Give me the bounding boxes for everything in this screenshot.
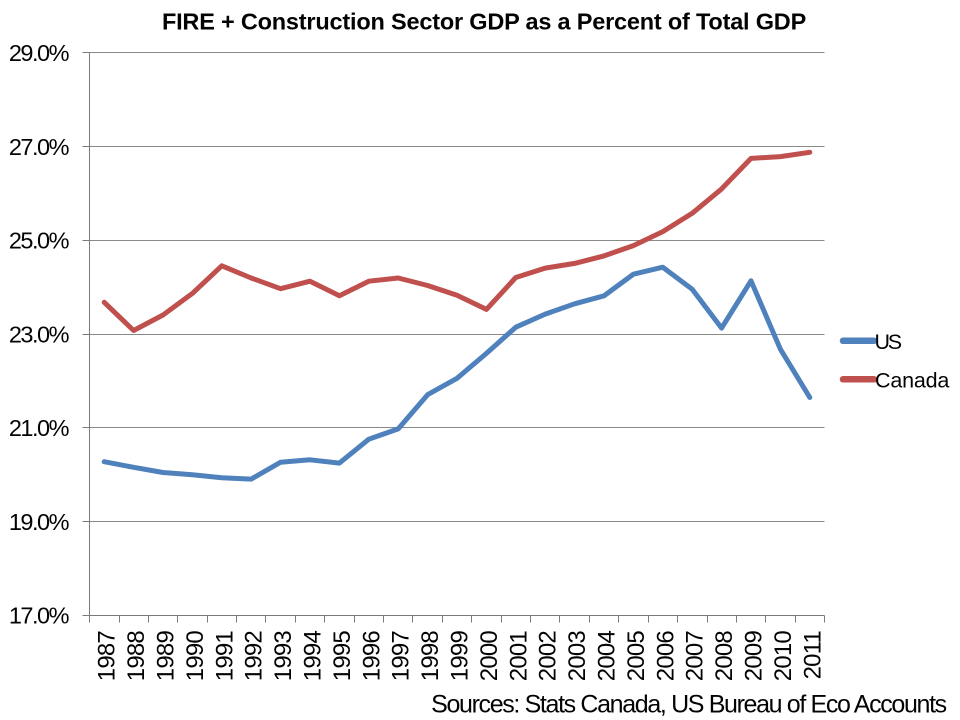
svg-text:1988: 1988 [123,631,150,682]
svg-text:2003: 2003 [564,631,591,682]
svg-text:Sources: Stats Canada, US Bure: Sources: Stats Canada, US Bureau of Eco … [431,691,947,719]
svg-text:17.0%: 17.0% [9,603,70,629]
svg-text:1992: 1992 [241,631,268,682]
svg-text:1999: 1999 [447,631,474,682]
svg-text:2001: 2001 [505,631,532,682]
svg-text:1997: 1997 [388,631,415,682]
svg-text:2007: 2007 [682,631,709,682]
svg-text:2002: 2002 [535,631,562,682]
svg-text:29.0%: 29.0% [9,40,70,66]
svg-text:2005: 2005 [623,631,650,682]
svg-text:25.0%: 25.0% [9,228,70,254]
svg-text:27.0%: 27.0% [9,134,70,160]
svg-text:1989: 1989 [153,631,180,682]
svg-text:1990: 1990 [182,631,209,682]
svg-text:1995: 1995 [329,631,356,682]
svg-text:1998: 1998 [417,631,444,682]
svg-text:1996: 1996 [358,631,385,682]
svg-text:1994: 1994 [300,631,327,682]
svg-text:2009: 2009 [741,631,768,682]
svg-text:US: US [875,330,902,354]
svg-text:2010: 2010 [770,631,797,682]
svg-text:1993: 1993 [270,631,297,682]
svg-text:2008: 2008 [711,631,738,682]
svg-text:19.0%: 19.0% [9,509,70,535]
svg-text:23.0%: 23.0% [9,321,70,347]
svg-text:1991: 1991 [211,631,238,682]
svg-text:FIRE + Construction Sector GDP: FIRE + Construction Sector GDP as a Perc… [162,9,806,35]
svg-text:2000: 2000 [476,631,503,682]
svg-text:21.0%: 21.0% [9,415,70,441]
svg-text:2004: 2004 [594,631,621,682]
svg-text:1987: 1987 [94,631,121,682]
svg-text:2006: 2006 [652,631,679,682]
svg-text:2011: 2011 [799,631,826,680]
svg-text:Canada: Canada [875,369,949,393]
